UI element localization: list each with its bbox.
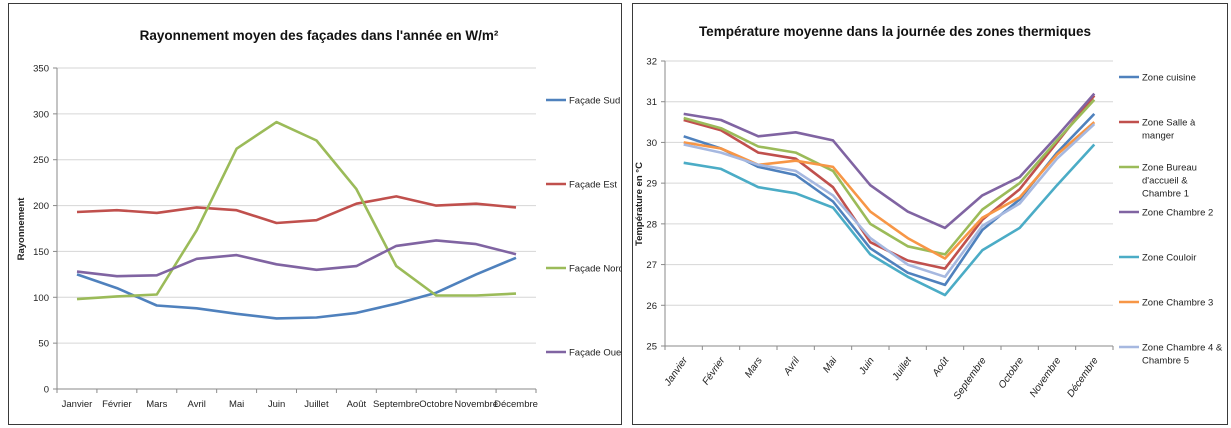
legend-label-line: manger xyxy=(1142,131,1174,142)
legend-label-line: Chambre 5 xyxy=(1142,356,1189,367)
x-tick-label-mai: Mai xyxy=(821,355,840,375)
x-tick-label-octobre: Octobre xyxy=(997,355,1027,391)
legend-label-zone-chambre-4-chambre-5: Zone Chambre 4 & Chambre 5 xyxy=(1142,343,1223,367)
legend-label-zone-chambre-3: Zone Chambre 3 xyxy=(1142,298,1213,309)
y-tick-label: 250 xyxy=(33,155,49,166)
legend-label-line: Zone Couloir xyxy=(1142,253,1196,264)
x-tick-label-decembre: Décembre xyxy=(494,399,538,410)
legend-label-line: Zone Salle à xyxy=(1142,118,1196,129)
x-tick-label-mars: Mars xyxy=(743,355,765,380)
x-tick-label-mars: Mars xyxy=(146,399,167,410)
legend-label-line: Façade Est xyxy=(569,180,617,191)
series-line-facade-est xyxy=(76,195,517,225)
y-tick-label: 28 xyxy=(646,219,657,230)
legend-label-facade-nord: Façade Nord xyxy=(569,264,622,275)
x-tick-label-avril: Avril xyxy=(188,399,206,410)
series-line-zone-chambre-4-chambre-5 xyxy=(683,123,1096,279)
legend-label-line: Zone Chambre 4 & xyxy=(1142,343,1223,354)
series-line-facade-sud xyxy=(76,256,517,320)
x-tick-label-septembre: Septembre xyxy=(952,355,989,402)
temperature-chart: Température moyenne dans la journée des … xyxy=(634,24,1223,402)
y-tick-label: 31 xyxy=(646,97,657,108)
series-line-zone-couloir xyxy=(683,143,1096,297)
x-tick-label-janvier: Janvier xyxy=(62,399,93,410)
x-tick-label-fevrier: Février xyxy=(701,355,728,387)
legend-label-zone-cuisine: Zone cuisine xyxy=(1142,73,1196,84)
y-tick-label: 350 xyxy=(33,64,49,75)
x-tick-label-fevrier: Février xyxy=(102,399,132,410)
legend-label-line: Façade Nord xyxy=(569,264,622,275)
x-tick-label-janvier: Janvier xyxy=(662,355,690,389)
legend-label-line: Zone Chambre 3 xyxy=(1142,298,1213,309)
series-line-zone-chambre-2 xyxy=(683,92,1096,230)
legend-label-facade-ouest: Façade Ouest xyxy=(569,348,622,359)
y-tick-label: 25 xyxy=(646,342,657,353)
legend-label-zone-chambre-2: Zone Chambre 2 xyxy=(1142,208,1213,219)
legend-label-zone-salle-a-manger: Zone Salle à manger xyxy=(1142,118,1196,142)
legend-label-line: Façade Ouest xyxy=(569,348,622,359)
legend-label-facade-sud: Façade Sud xyxy=(569,96,620,107)
x-tick-label-juillet: Juillet xyxy=(304,399,329,410)
x-tick-label-novembre: Novembre xyxy=(454,399,498,410)
legend-label-line: Zone Bureau xyxy=(1142,163,1197,174)
legend-label-line: Façade Sud xyxy=(569,96,620,107)
y-tick-label: 32 xyxy=(646,57,657,68)
x-tick-label-novembre: Novembre xyxy=(1028,355,1064,399)
chart-title: Rayonnement moyen des façades dans l'ann… xyxy=(140,28,499,43)
y-axis-label: Température en °C xyxy=(634,162,645,246)
x-tick-label-avril: Avril xyxy=(781,355,802,379)
x-tick-label-octobre: Octobre xyxy=(419,399,453,410)
y-tick-label: 100 xyxy=(33,293,49,304)
y-axis-label: Rayonnement xyxy=(16,197,27,261)
x-tick-label-mai: Mai xyxy=(229,399,244,410)
temperature-chart-panel: Température moyenne dans la journée des … xyxy=(632,3,1228,425)
x-tick-label-juin: Juin xyxy=(268,399,285,410)
x-tick-label-juin: Juin xyxy=(857,355,877,378)
radiation-chart-panel: Rayonnement moyen des façades dans l'ann… xyxy=(8,3,622,425)
chart-title: Température moyenne dans la journée des … xyxy=(699,24,1091,39)
y-tick-label: 30 xyxy=(646,138,657,149)
x-tick-label-aout: Août xyxy=(347,399,367,410)
y-tick-label: 200 xyxy=(33,201,49,212)
legend-label-line: Zone cuisine xyxy=(1142,73,1196,84)
x-tick-label-aout: Août xyxy=(930,354,952,379)
legend-label-zone-couloir: Zone Couloir xyxy=(1142,253,1196,264)
series-line-facade-ouest xyxy=(76,239,517,278)
y-tick-label: 150 xyxy=(33,247,49,258)
y-tick-label: 26 xyxy=(646,301,657,312)
radiation-chart: Rayonnement moyen des façades dans l'ann… xyxy=(16,28,622,410)
x-tick-label-septembre: Septembre xyxy=(373,399,419,410)
series-line-zone-bureau-d-accueil-chambre-1 xyxy=(683,98,1096,256)
legend-label-line: Chambre 1 xyxy=(1142,189,1189,200)
y-tick-label: 300 xyxy=(33,109,49,120)
y-tick-label: 27 xyxy=(646,260,657,271)
x-tick-label-decembre: Décembre xyxy=(1065,355,1101,399)
y-tick-label: 29 xyxy=(646,179,657,190)
legend-label-line: d'accueil & xyxy=(1142,176,1188,187)
legend-label-zone-bureau-d-accueil-chambre-1: Zone Bureau d'accueil & Chambre 1 xyxy=(1142,163,1197,200)
series-line-facade-nord xyxy=(76,120,517,301)
legend-label-line: Zone Chambre 2 xyxy=(1142,208,1213,219)
legend-label-facade-est: Façade Est xyxy=(569,180,617,191)
x-tick-label-juillet: Juillet xyxy=(890,354,915,383)
y-tick-label: 50 xyxy=(38,339,49,350)
y-tick-label: 0 xyxy=(44,385,49,396)
